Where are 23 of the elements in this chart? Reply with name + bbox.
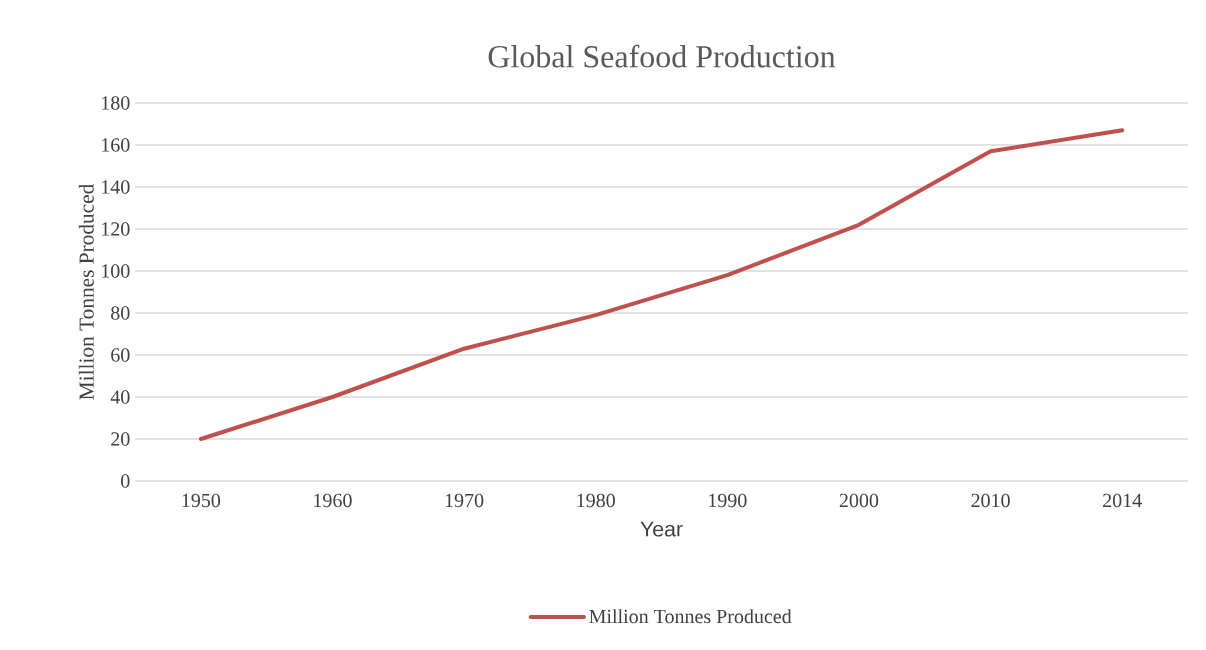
line-series bbox=[198, 128, 1125, 441]
y-tick-label: 0 bbox=[121, 474, 130, 488]
y-tick-label: 80 bbox=[111, 306, 130, 320]
y-tick-label: 40 bbox=[110, 390, 130, 404]
y-axis-title: Million Tonnes Produced bbox=[78, 183, 94, 400]
y-tick-label: 180 bbox=[102, 96, 130, 110]
x-tick-label: 1950 bbox=[182, 493, 221, 508]
y-tick-label: 140 bbox=[102, 180, 130, 194]
x-tick-label: 1970 bbox=[445, 493, 484, 508]
x-tick-label: 2010 bbox=[971, 493, 1010, 508]
x-tick-label: 2000 bbox=[839, 493, 879, 508]
y-tick-label: 100 bbox=[102, 264, 130, 278]
x-tick-label: 2014 bbox=[1103, 493, 1142, 508]
y-tick-label: 120 bbox=[102, 222, 130, 236]
x-tick-label: 1980 bbox=[577, 493, 615, 508]
x-axis-title: Year bbox=[640, 521, 683, 537]
x-tick-label: 1960 bbox=[314, 493, 352, 508]
x-tick-label: 1990 bbox=[709, 493, 747, 508]
y-tick-label: 60 bbox=[111, 348, 130, 362]
chart-title: Global Seafood Production bbox=[488, 44, 836, 68]
legend-label: Million Tonnes Produced bbox=[589, 609, 792, 624]
y-tick-label: 160 bbox=[102, 138, 130, 152]
y-tick-label: 20 bbox=[111, 432, 130, 446]
